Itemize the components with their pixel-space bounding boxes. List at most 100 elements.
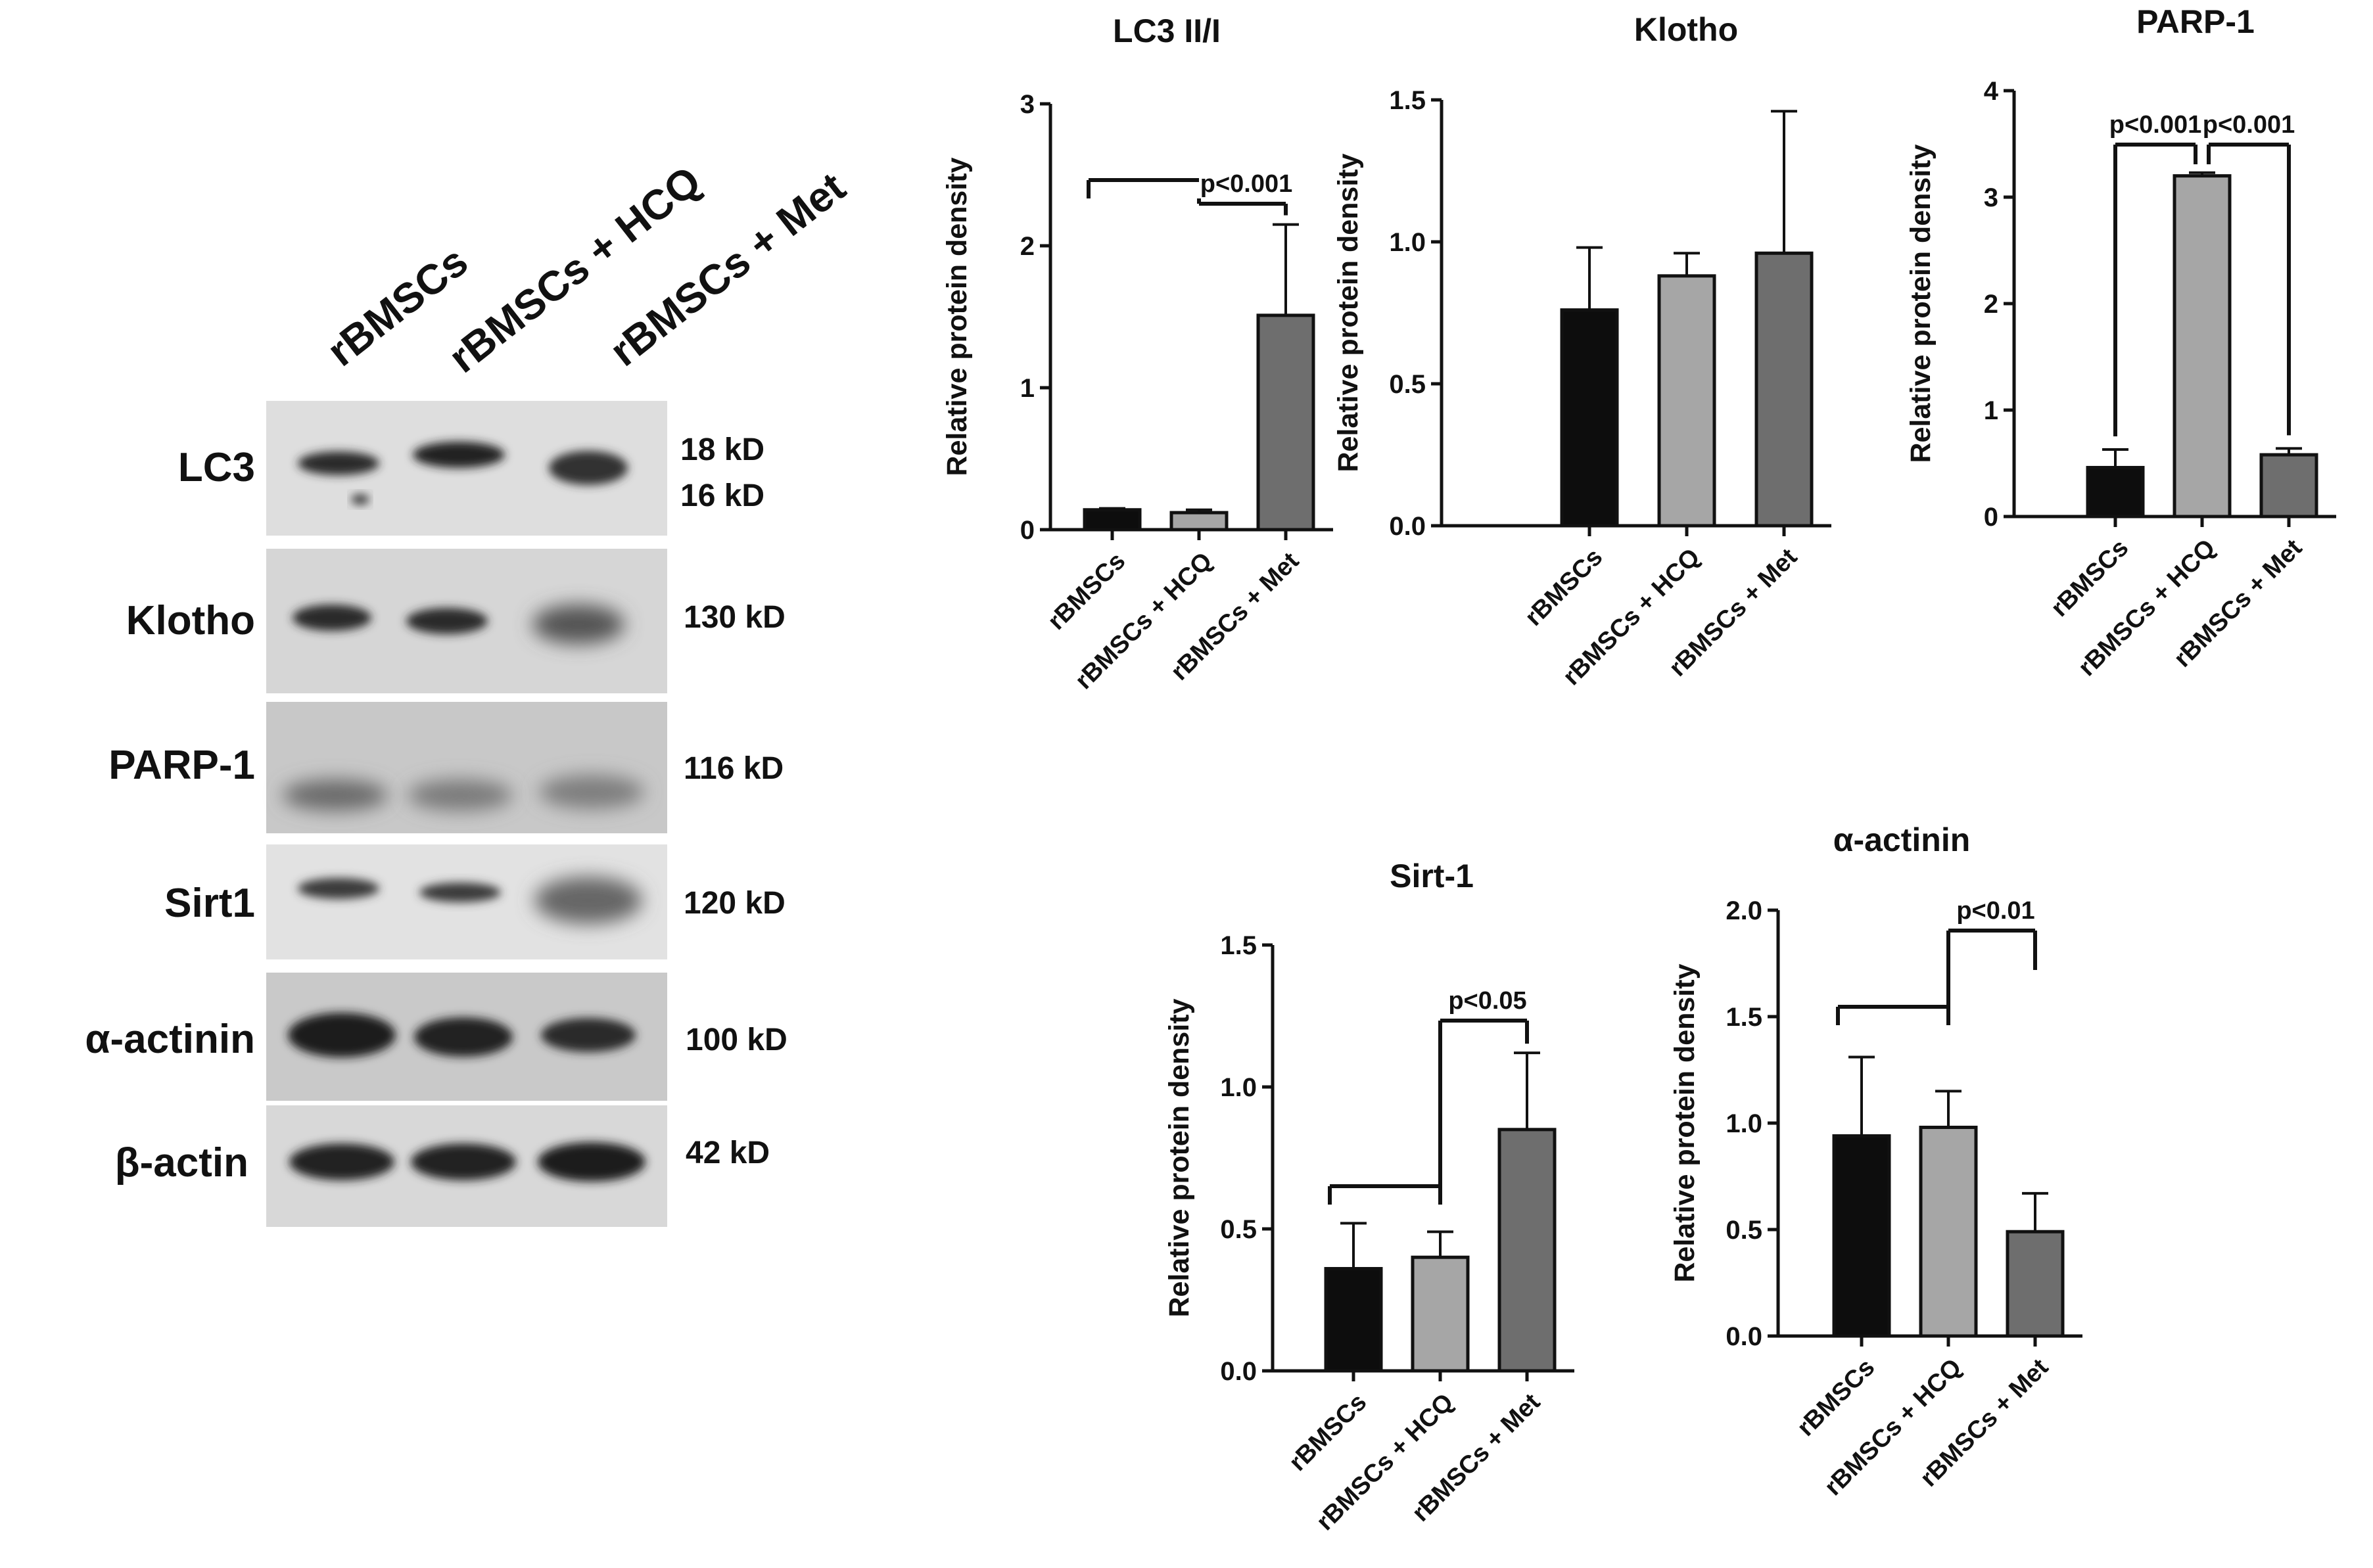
blot-band	[408, 779, 513, 811]
blot-row-label: LC3	[178, 445, 255, 490]
molecular-weight: 120 kD	[684, 886, 786, 921]
bar	[1324, 1266, 1383, 1373]
x-tick-label: rBMSCs	[1520, 543, 1608, 632]
molecular-weight: 130 kD	[684, 600, 786, 635]
bar	[2173, 174, 2232, 519]
significance-label: p<0.001	[2109, 111, 2202, 139]
blot-row-label: β-actin	[115, 1140, 248, 1186]
bar	[2006, 1230, 2065, 1338]
y-tick-label: 1.0	[1726, 1109, 1762, 1138]
bar	[2259, 453, 2318, 519]
y-tick-label: 3	[1984, 183, 1998, 212]
molecular-weight: 18 kD	[680, 432, 764, 467]
molecular-weight: 116 kD	[684, 751, 784, 786]
bar	[1497, 1128, 1557, 1373]
y-axis-label: Relative protein density	[1163, 998, 1195, 1317]
bar	[1411, 1255, 1470, 1373]
significance-label: p<0.001	[1200, 170, 1293, 198]
y-tick-label: 0.0	[1726, 1322, 1762, 1351]
bar-chart-lc3: LC3 II/I Relative protein density 0 1 2 3 rBMS…	[941, 12, 1333, 695]
western-blot: rBMSCs rBMSCs + HCQ rBMSCs + Met LC3 18 …	[85, 157, 854, 1227]
y-tick-label: 0.5	[1389, 370, 1426, 399]
blot-row-label: Sirt1	[164, 881, 255, 926]
x-tick-label: rBMSCs	[1284, 1389, 1372, 1477]
blot-band	[288, 1013, 396, 1057]
y-axis-label: Relative protein density	[941, 157, 973, 476]
blot-band	[289, 1143, 394, 1180]
y-tick-label: 3	[1020, 90, 1035, 119]
blot-band	[411, 1143, 516, 1180]
chart-title: LC3 II/I	[1113, 12, 1221, 49]
bar	[1919, 1125, 1978, 1338]
y-tick-label: 1.0	[1389, 228, 1426, 257]
blot-band	[534, 877, 642, 924]
blot-row-label: PARP-1	[108, 743, 255, 788]
y-tick-label: 0.5	[1726, 1216, 1762, 1245]
blot-row-label: α-actinin	[85, 1017, 255, 1062]
lane-labels: rBMSCs rBMSCs + HCQ rBMSCs + Met	[318, 157, 854, 382]
chart-title: Klotho	[1634, 11, 1738, 48]
x-tick-label: rBMSCs	[2046, 534, 2134, 622]
significance-label: p<0.001	[2203, 111, 2295, 139]
blot-row-label: Klotho	[126, 598, 255, 643]
y-axis-label: Relative protein density	[1905, 144, 1937, 463]
molecular-weight: 16 kD	[680, 478, 764, 513]
blot-row-lc3: LC3 18 kD 16 kD	[178, 401, 764, 536]
blot-band	[406, 608, 488, 634]
blot-band	[532, 605, 624, 644]
blot-band	[413, 442, 505, 468]
y-tick-label: 1	[1984, 396, 1998, 425]
molecular-weight: 100 kD	[686, 1023, 787, 1057]
blot-row-beta-actin: β-actin 42 kD	[115, 1105, 770, 1227]
chart-title: Sirt-1	[1390, 858, 1474, 894]
y-tick-label: 1.5	[1726, 1003, 1762, 1032]
x-tick-label: rBMSCs	[1792, 1354, 1880, 1442]
chart-title: PARP-1	[2136, 3, 2255, 40]
bar	[1560, 308, 1619, 528]
blot-band	[293, 605, 371, 631]
bar-chart-alpha-actinin: α-actinin Relative protein density 0.0 0.5 1…	[1669, 821, 2082, 1501]
bar	[1657, 274, 1716, 528]
blot-row-sirt1: Sirt1 120 kD	[164, 844, 786, 959]
y-tick-label: 0.0	[1389, 512, 1426, 541]
y-tick-label: 0.5	[1220, 1215, 1257, 1244]
bar	[1169, 511, 1229, 532]
chart-title: α-actinin	[1833, 821, 1971, 858]
significance-label: p<0.01	[1956, 897, 2034, 925]
y-tick-label: 0	[1984, 503, 1998, 532]
significance-label: p<0.05	[1448, 987, 1526, 1015]
blot-band	[541, 1018, 636, 1052]
x-tick-label: rBMSCs	[1043, 547, 1131, 635]
bar-chart-parp-1: PARP-1 Relative protein density 0 1 2 3 4 rBMSC…	[1905, 3, 2336, 681]
y-tick-label: 1	[1020, 374, 1035, 403]
bar	[1832, 1134, 1891, 1338]
blot-band	[414, 1017, 513, 1057]
molecular-weight: 42 kD	[686, 1136, 770, 1170]
blot-row-parp-1: PARP-1 116 kD	[108, 702, 784, 833]
y-tick-label: 0.0	[1220, 1357, 1257, 1386]
blot-band	[539, 775, 644, 809]
bar	[1754, 251, 1814, 528]
y-axis-label: Relative protein density	[1669, 963, 1701, 1282]
blot-band	[549, 451, 628, 485]
bar	[1083, 508, 1142, 532]
blot-band	[538, 1142, 646, 1182]
blot-band	[283, 779, 388, 811]
blot-row-alpha-actinin: α-actinin 100 kD	[85, 973, 787, 1101]
bar	[2086, 465, 2145, 519]
blot-membrane	[266, 702, 667, 833]
bar-chart-sirt-1: Sirt-1 Relative protein density 0.0 0.5 1.0 1…	[1163, 858, 1574, 1536]
blot-row-klotho: Klotho 130 kD	[126, 549, 786, 693]
blot-band	[351, 494, 369, 505]
y-tick-label: 1.0	[1220, 1073, 1257, 1102]
y-tick-label: 0	[1020, 516, 1035, 545]
lane-label-2: rBMSCs + HCQ	[440, 157, 709, 382]
blot-band	[298, 878, 379, 899]
blot-band	[419, 883, 501, 902]
y-tick-label: 2	[1020, 232, 1035, 261]
bar	[1256, 313, 1315, 532]
y-tick-label: 1.5	[1220, 931, 1257, 960]
y-tick-label: 2	[1984, 290, 1998, 319]
y-axis-label: Relative protein density	[1332, 153, 1364, 472]
